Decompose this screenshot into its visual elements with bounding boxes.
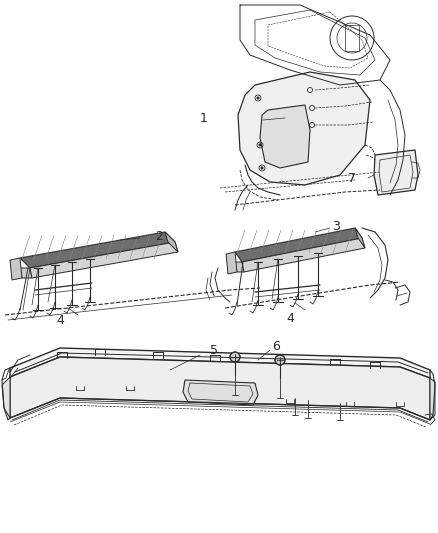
Text: 4: 4: [286, 311, 294, 325]
Circle shape: [259, 144, 261, 146]
Polygon shape: [10, 258, 22, 280]
Polygon shape: [355, 228, 365, 248]
Polygon shape: [165, 232, 178, 252]
Polygon shape: [235, 228, 362, 262]
Polygon shape: [430, 378, 435, 420]
Polygon shape: [183, 380, 258, 405]
Text: 7: 7: [348, 172, 356, 184]
Polygon shape: [374, 150, 418, 195]
Text: 2: 2: [155, 230, 163, 243]
Text: 4: 4: [56, 313, 64, 327]
Text: 6: 6: [272, 341, 280, 353]
Polygon shape: [30, 242, 178, 278]
Text: 1: 1: [200, 111, 208, 125]
Text: 5: 5: [210, 343, 218, 357]
Circle shape: [257, 97, 259, 99]
Polygon shape: [242, 238, 365, 272]
Polygon shape: [10, 357, 430, 420]
Polygon shape: [10, 348, 430, 378]
Polygon shape: [235, 262, 244, 272]
Polygon shape: [226, 252, 237, 274]
Circle shape: [230, 352, 240, 362]
Text: 3: 3: [332, 220, 340, 232]
Polygon shape: [20, 268, 32, 278]
Polygon shape: [260, 105, 310, 168]
Polygon shape: [20, 232, 175, 268]
Polygon shape: [2, 377, 10, 418]
Circle shape: [275, 355, 285, 365]
Circle shape: [261, 167, 263, 169]
Polygon shape: [238, 72, 370, 185]
